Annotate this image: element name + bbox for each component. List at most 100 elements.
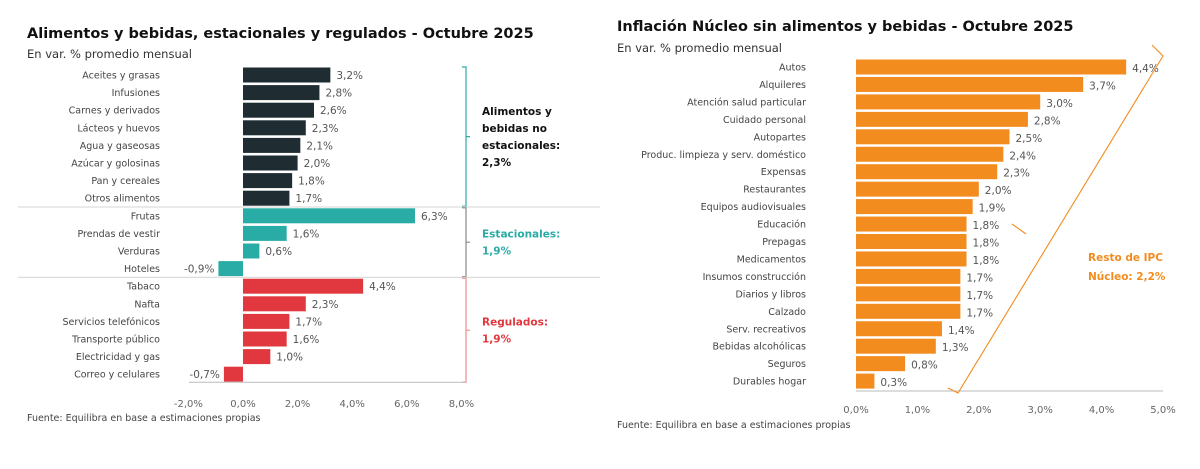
value-label: 2,5%: [1016, 133, 1043, 145]
value-label: 3,7%: [1089, 80, 1116, 92]
bar: [856, 59, 1127, 75]
value-label: 3,0%: [1046, 98, 1073, 110]
value-label: 1,4%: [948, 325, 975, 337]
left-chart-title: Alimentos y bebidas, estacionales y regu…: [27, 26, 534, 42]
bar: [243, 120, 306, 136]
category-label: Hoteles: [124, 264, 160, 275]
group-annotation: Estacionales:: [482, 229, 560, 241]
category-label: Serv. recreativos: [726, 324, 806, 335]
group-bracket: [462, 66, 470, 207]
bar: [856, 111, 1028, 127]
category-label: Prendas de vestir: [77, 229, 160, 240]
group-annotation: bebidas no: [482, 123, 547, 135]
value-label: 3,2%: [336, 70, 363, 82]
category-label: Servicios telefónicos: [62, 317, 160, 328]
value-label: 2,3%: [312, 299, 339, 311]
value-label: 0,6%: [265, 246, 292, 258]
category-label: Frutas: [131, 211, 160, 222]
category-label: Prepagas: [762, 237, 806, 248]
x-tick-label: 4,0%: [339, 399, 364, 410]
left-chart-source: Fuente: Equilibra en base a estimaciones…: [27, 413, 261, 424]
value-label: 2,3%: [1003, 168, 1030, 180]
bar: [243, 155, 298, 171]
value-label: 2,1%: [306, 140, 333, 152]
category-label: Carnes y derivados: [69, 106, 160, 117]
category-label: Correo y celulares: [74, 370, 160, 381]
bar: [243, 208, 415, 224]
value-label: -0,9%: [184, 264, 214, 276]
bar: [223, 366, 243, 382]
value-label: 2,8%: [1034, 115, 1061, 127]
category-label: Tabaco: [126, 282, 160, 293]
category-label: Expensas: [761, 167, 806, 178]
bar: [856, 234, 967, 249]
value-label: -0,7%: [189, 369, 219, 381]
category-label: Autos: [779, 63, 806, 74]
bar: [243, 173, 293, 189]
x-tick-label: 2,0%: [966, 405, 991, 416]
category-label: Medicamentos: [737, 254, 806, 265]
category-label: Electricidad y gas: [76, 352, 160, 363]
category-label: Calzado: [768, 307, 806, 318]
category-label: Diarios y libros: [735, 289, 806, 300]
x-tick-label: 1,0%: [905, 405, 930, 416]
bar: [856, 129, 1010, 145]
value-label: 1,8%: [973, 220, 1000, 232]
value-label: 1,6%: [293, 228, 320, 240]
value-label: 6,3%: [421, 211, 448, 223]
bar: [856, 76, 1084, 92]
category-label: Atención salud particular: [687, 97, 806, 108]
category-label: Pan y cereales: [91, 176, 160, 187]
value-label: 2,6%: [320, 105, 347, 117]
bar: [856, 286, 961, 302]
category-label: Insumos construcción: [703, 272, 806, 283]
bar: [243, 313, 290, 329]
category-label: Azúcar y golosinas: [71, 159, 160, 170]
value-label: 1,0%: [276, 352, 303, 364]
value-label: 2,3%: [312, 123, 339, 135]
value-label: 4,4%: [1132, 63, 1159, 75]
value-label: 2,8%: [325, 88, 352, 100]
x-tick-label: 6,0%: [394, 399, 419, 410]
x-tick-label: 2,0%: [285, 399, 310, 410]
right-chart-subtitle: En var. % promedio mensual: [617, 41, 782, 55]
group-annotation: Alimentos y: [482, 106, 552, 118]
category-label: Durables hogar: [733, 377, 806, 388]
value-label: 2,0%: [985, 185, 1012, 197]
bar: [243, 102, 314, 118]
bar: [243, 85, 320, 101]
bar: [243, 67, 331, 83]
category-label: Produc. limpieza y serv. doméstico: [641, 150, 806, 161]
category-label: Cuidado personal: [723, 115, 806, 126]
bar: [856, 94, 1041, 110]
category-label: Autopartes: [754, 132, 806, 143]
group-bracket: [462, 277, 470, 383]
category-label: Otros alimentos: [85, 194, 160, 205]
category-label: Alquileres: [759, 80, 806, 91]
bar: [243, 137, 301, 153]
x-tick-label: 0,0%: [230, 399, 255, 410]
value-label: 1,8%: [973, 238, 1000, 250]
bar: [856, 251, 967, 267]
bar: [243, 349, 271, 365]
bar: [856, 146, 1004, 162]
category-label: Nafta: [134, 299, 160, 310]
value-label: 0,8%: [911, 360, 938, 372]
group-bracket: [462, 207, 470, 278]
right-chart-source: Fuente: Equilibra en base a estimaciones…: [617, 420, 851, 431]
category-label: Lácteos y huevos: [77, 123, 160, 134]
x-tick-label: 5,0%: [1150, 405, 1175, 416]
value-label: 4,4%: [369, 281, 396, 293]
value-label: 1,8%: [973, 255, 1000, 267]
value-label: 1,3%: [942, 342, 969, 354]
value-label: 1,9%: [979, 203, 1006, 215]
bar: [856, 338, 936, 354]
left-chart-subtitle: En var. % promedio mensual: [27, 47, 192, 61]
right-chart-title: Inflación Núcleo sin alimentos y bebidas…: [617, 19, 1073, 35]
bar: [856, 199, 973, 215]
category-label: Infusiones: [112, 88, 160, 99]
value-label: 1,7%: [966, 290, 993, 302]
bar: [856, 303, 961, 319]
x-tick-label: 3,0%: [1027, 405, 1052, 416]
